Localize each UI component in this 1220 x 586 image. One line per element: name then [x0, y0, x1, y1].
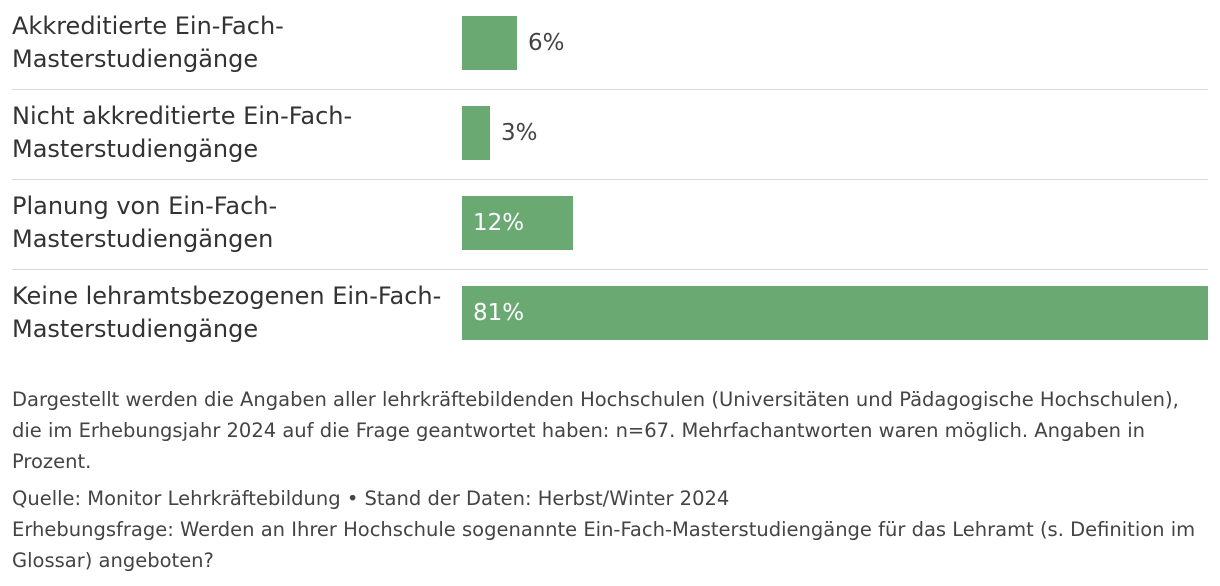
- category-label: Akkreditierte Ein-Fach- Masterstudiengän…: [12, 12, 284, 73]
- chart-note: Dargestellt werden die Angaben aller leh…: [12, 388, 1179, 473]
- bar: [462, 16, 517, 70]
- value-label: 3%: [501, 120, 538, 146]
- bar-chart: Akkreditierte Ein-Fach- Masterstudiengän…: [12, 12, 1208, 343]
- row-divider: [12, 269, 1208, 270]
- category-label: Planung von Ein-Fach- Masterstudiengänge…: [12, 192, 278, 253]
- value-label: 12%: [473, 210, 525, 236]
- category-label: Nicht akkreditierte Ein-Fach- Masterstud…: [12, 102, 353, 163]
- category-label: Keine lehramtsbezogenen Ein-Fach- Master…: [12, 282, 442, 343]
- row-divider: [12, 89, 1208, 90]
- value-label: 81%: [473, 300, 525, 326]
- chart-footer: Dargestellt werden die Angaben aller leh…: [12, 384, 1208, 576]
- bar: [462, 106, 490, 160]
- survey-question: Erhebungsfrage: Werden an Ihrer Hochschu…: [12, 518, 1196, 572]
- chart-source: Quelle: Monitor Lehrkräftebildung • Stan…: [12, 487, 730, 510]
- row-divider: [12, 179, 1208, 180]
- bar: [462, 286, 1208, 340]
- value-label: 6%: [528, 30, 565, 56]
- bar: [462, 196, 573, 250]
